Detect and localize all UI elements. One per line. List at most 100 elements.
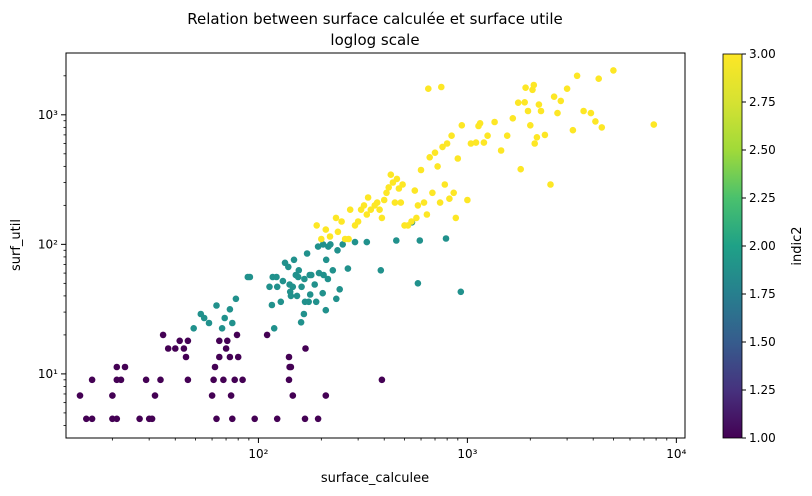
scatter-point [164, 345, 172, 352]
scatter-point [318, 235, 325, 243]
scatter-point [336, 286, 344, 293]
scatter-point [190, 325, 197, 332]
scatter-point [436, 199, 444, 206]
scatter-point [554, 109, 561, 117]
scatter-point [246, 273, 254, 281]
scatter-point [426, 154, 434, 161]
scatter-point [452, 214, 460, 222]
scatter-point [301, 275, 308, 283]
scatter-point [383, 189, 390, 197]
x-tick-label: 10² [248, 447, 268, 461]
scatter-point [231, 376, 238, 384]
scatter-point [221, 314, 228, 322]
scatter-point [547, 181, 554, 188]
scatter-point [557, 97, 565, 105]
chart-title: Relation between surface calculée et sur… [187, 10, 562, 28]
scatter-point [88, 415, 96, 423]
colorbar-tick-label: 1.75 [749, 287, 776, 301]
scatter-point [293, 292, 301, 300]
scatter-point [443, 140, 451, 147]
scatter-point [210, 376, 217, 384]
scatter-point [229, 415, 236, 423]
scatter-point [442, 235, 450, 242]
y-tick-label: 10³ [38, 108, 58, 122]
scatter-point [503, 132, 511, 139]
scatter-point [450, 189, 458, 197]
colorbar-tick-label: 3.00 [749, 47, 776, 61]
scatter-point [454, 155, 462, 162]
scatter-point [285, 376, 293, 384]
scatter-point [326, 233, 334, 240]
scatter-point [142, 376, 150, 384]
scatter-point [148, 415, 156, 423]
scatter-point [113, 376, 121, 384]
scatter-point [279, 277, 287, 285]
scatter-point [393, 175, 401, 183]
scatter-point [239, 376, 246, 384]
scatter-point [298, 283, 305, 291]
scatter-point [295, 267, 303, 274]
scatter-point [429, 189, 436, 197]
colorbar [722, 53, 743, 439]
scatter-point [109, 392, 116, 399]
scatter-point [598, 124, 606, 131]
scatter-point [530, 81, 538, 89]
scatter-point [182, 353, 190, 361]
scatter-point [211, 363, 219, 371]
scatter-point [434, 163, 441, 170]
scatter-point [273, 273, 280, 281]
scatter-point [224, 337, 231, 345]
scatter-point [420, 199, 428, 206]
scatter-point [218, 325, 226, 332]
scatter-point [308, 271, 315, 279]
scatter-point [610, 67, 617, 74]
scatter-point [297, 319, 305, 326]
scatter-point [573, 72, 581, 80]
scatter-point [367, 206, 375, 213]
scatter-point [363, 238, 371, 246]
scatter-point [535, 101, 543, 108]
scatter-point [472, 139, 480, 146]
x-tick-label: 10³ [457, 447, 477, 461]
y-tick-label: 10¹ [38, 367, 58, 381]
scatter-point [517, 165, 524, 173]
scatter-point [222, 345, 230, 352]
scatter-point [425, 85, 432, 92]
scatter-point [302, 345, 309, 352]
scatter-point [541, 131, 549, 139]
scatter-point [83, 415, 90, 423]
scatter-point [550, 93, 558, 100]
scatter-point [180, 345, 188, 352]
scatter-point [592, 118, 599, 125]
scatter-point [491, 118, 498, 126]
scatter-point [446, 195, 453, 202]
scatter-point [216, 353, 223, 361]
scatter-point [184, 376, 192, 384]
scatter-point [431, 149, 439, 156]
scatter-point [251, 415, 258, 423]
scatter-point [305, 298, 313, 306]
scatter-point [417, 166, 425, 174]
x-tick-label: 10⁴ [666, 447, 686, 461]
scatter-point [226, 353, 234, 361]
scatter-point [176, 337, 183, 345]
scatter-point [312, 298, 320, 306]
scatter-point [294, 273, 302, 281]
scatter-point [303, 250, 311, 257]
scatter-point [363, 211, 371, 218]
scatter-point [88, 376, 96, 384]
scatter-point [290, 256, 298, 264]
scatter-point [332, 214, 340, 222]
scatter-point [322, 226, 330, 233]
scatter-point [413, 214, 420, 222]
scatter-point [213, 302, 220, 309]
scatter-point [448, 132, 455, 139]
scatter-point [385, 184, 393, 191]
scatter-point [397, 199, 405, 206]
scatter-point [333, 295, 340, 303]
scatter-point [113, 363, 121, 371]
y-axis-label: surf_util [9, 219, 24, 271]
scatter-point [514, 99, 522, 106]
colorbar-tick-label: 2.25 [749, 191, 776, 205]
